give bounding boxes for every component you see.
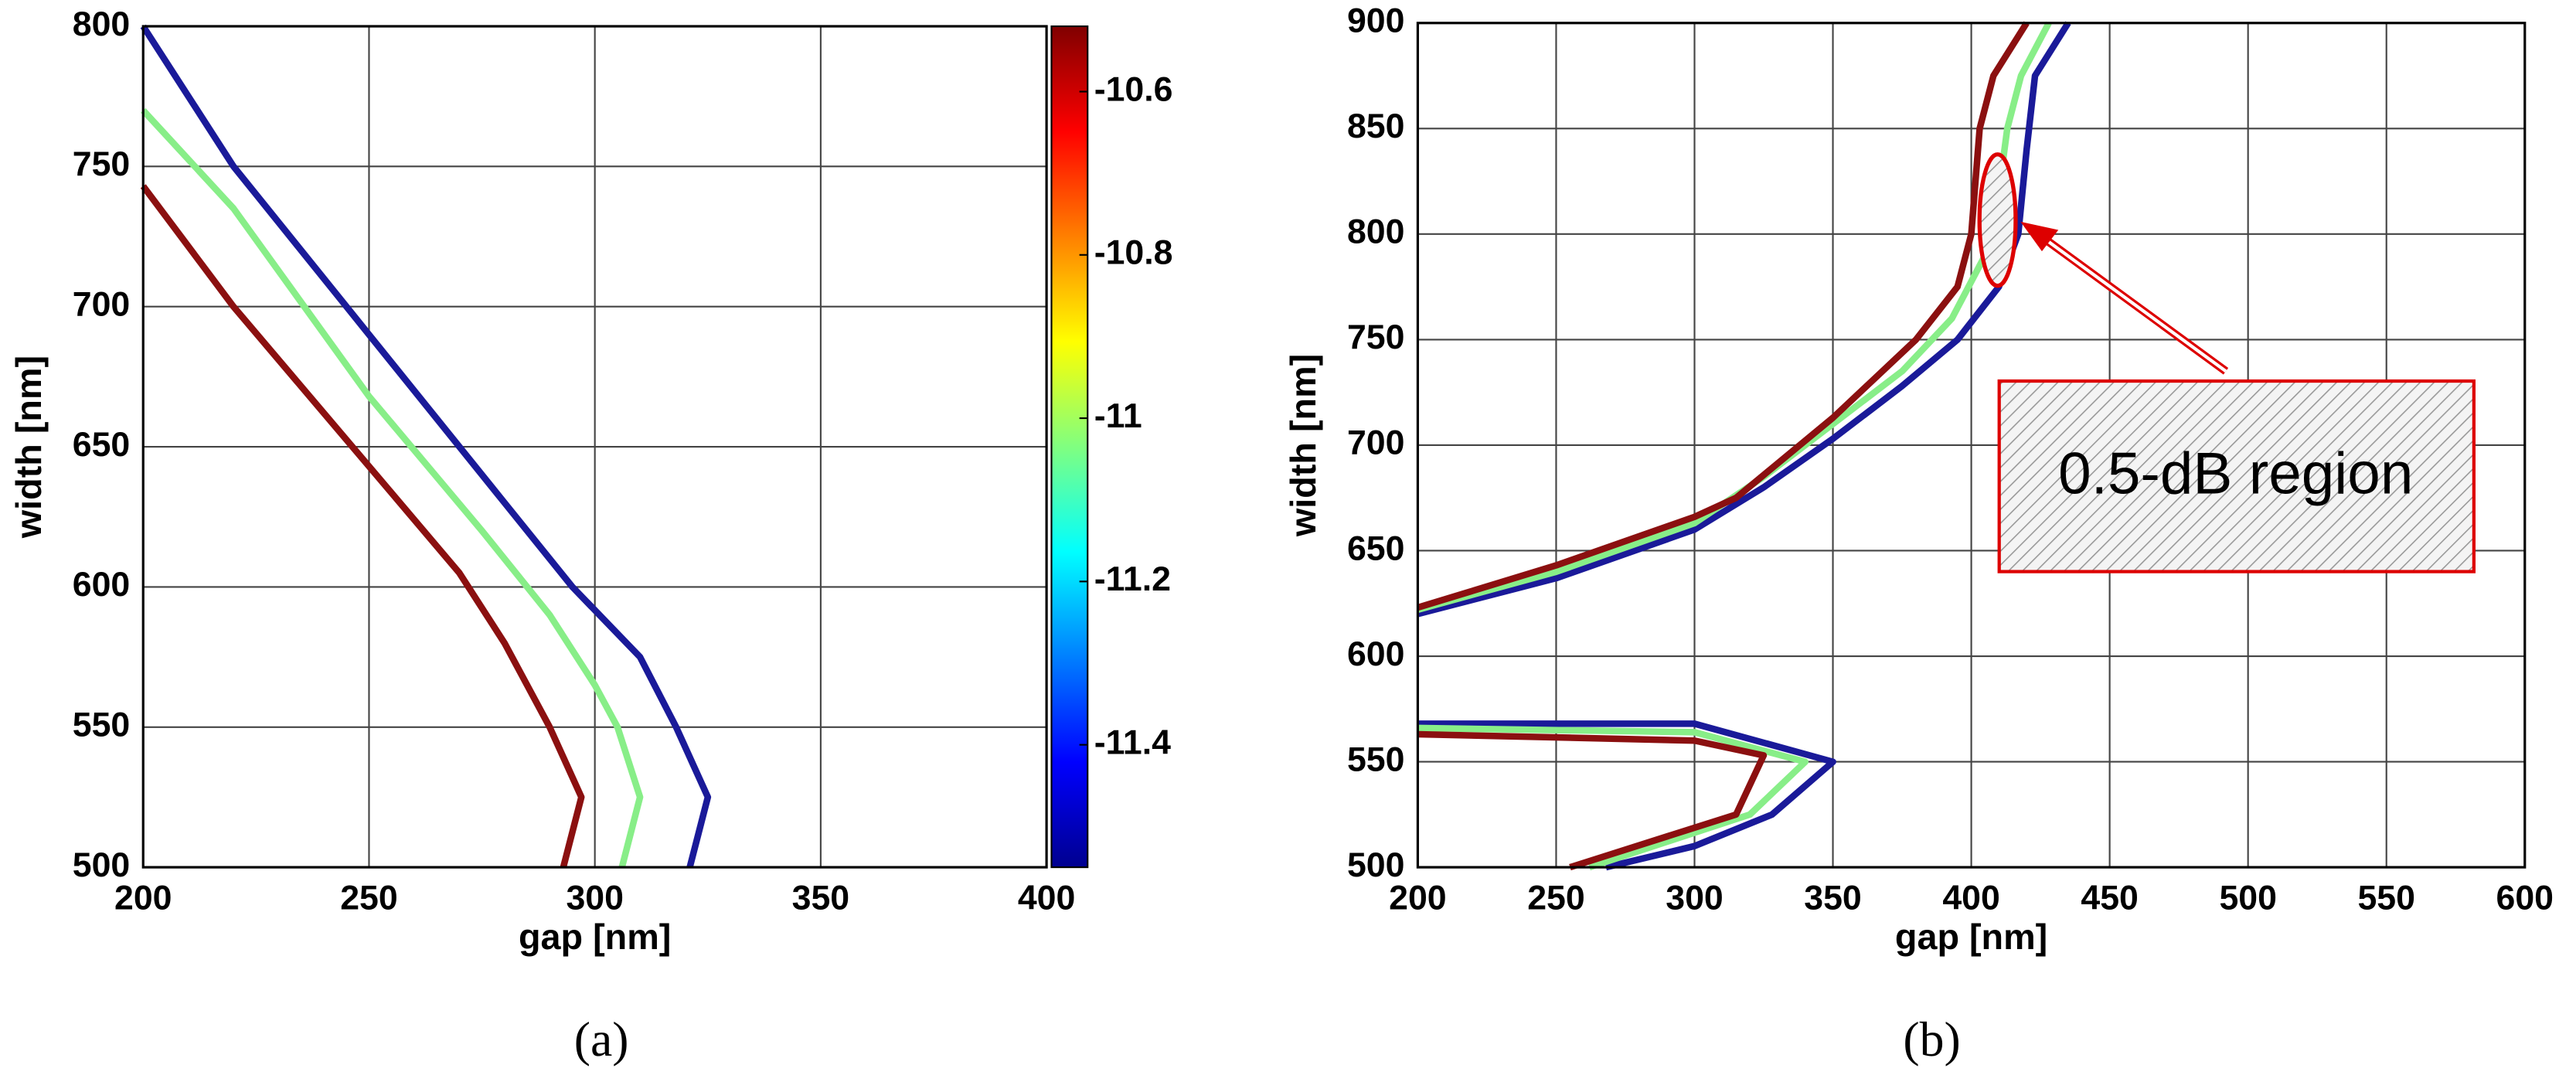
plot-frame — [1416, 22, 2527, 869]
x-tick-label: 250 — [1527, 879, 1584, 917]
y-tick-label: 800 — [1347, 213, 1404, 251]
x-axis-label: gap [nm] — [1895, 917, 2047, 957]
y-tick-label: 850 — [1347, 107, 1404, 145]
y-tick-label: 750 — [1347, 318, 1404, 356]
y-tick-label: 900 — [1347, 2, 1404, 40]
contour-line — [140, 24, 712, 869]
x-tick-label: 600 — [2496, 879, 2554, 917]
x-tick-label: 250 — [340, 879, 397, 917]
y-tick-label: 600 — [73, 566, 130, 604]
colorbar-tick-label: -11 — [1094, 397, 1142, 435]
x-tick-label: 350 — [1804, 879, 1861, 917]
arrow-shaft-inner — [2036, 232, 2227, 373]
colorbar-tick-label: -11.4 — [1094, 723, 1171, 761]
x-tick-label: 200 — [114, 879, 172, 917]
plot-frame — [141, 25, 1048, 869]
y-axis-label: width [nm] — [9, 356, 49, 539]
y-tick-label: 500 — [1347, 846, 1404, 884]
x-tick-label: 450 — [2081, 879, 2138, 917]
x-tick-label: 300 — [1666, 879, 1723, 917]
x-tick-label: 400 — [1942, 879, 1999, 917]
contour-line — [1417, 724, 1809, 871]
colorbar-tick-label: -10.6 — [1094, 70, 1173, 108]
y-tick-label: 500 — [73, 846, 130, 884]
colorbar-tick-label: -11.2 — [1094, 560, 1171, 598]
x-tick-label: 400 — [1018, 879, 1075, 917]
x-tick-label: 300 — [566, 879, 623, 917]
colorbar-tick-label: -10.8 — [1094, 234, 1173, 272]
panel-label: (a) — [574, 1012, 629, 1067]
y-tick-label: 700 — [1347, 424, 1404, 462]
contour-line — [1417, 730, 1768, 871]
x-tick-label: 200 — [1389, 879, 1446, 917]
x-tick-label: 500 — [2219, 879, 2276, 917]
contour-line — [1417, 21, 2052, 613]
contour-line — [1417, 720, 1836, 871]
y-tick-label: 600 — [1347, 635, 1404, 673]
x-tick-label: 550 — [2358, 879, 2415, 917]
colorbar — [1050, 25, 1089, 869]
annotation-box — [1997, 379, 2476, 573]
panel-label: (b) — [1903, 1012, 1960, 1067]
contour-line — [1417, 21, 2071, 618]
y-axis-label: width [nm] — [1283, 354, 1323, 537]
region-ellipse — [1977, 152, 2018, 288]
x-axis-label: gap [nm] — [519, 917, 671, 957]
contour-line — [1417, 21, 2030, 611]
arrow-head — [2020, 221, 2059, 252]
y-tick-label: 550 — [73, 706, 130, 744]
contour-line — [141, 107, 644, 869]
contour-line — [140, 184, 585, 869]
y-tick-label: 750 — [73, 145, 130, 183]
y-tick-label: 550 — [1347, 740, 1404, 778]
y-tick-label: 650 — [73, 426, 130, 464]
y-tick-label: 650 — [1347, 529, 1404, 567]
y-tick-label: 700 — [73, 285, 130, 323]
x-tick-label: 350 — [792, 879, 849, 917]
annotation-text: 0.5-dB region — [2058, 441, 2413, 507]
y-tick-label: 800 — [73, 5, 130, 43]
